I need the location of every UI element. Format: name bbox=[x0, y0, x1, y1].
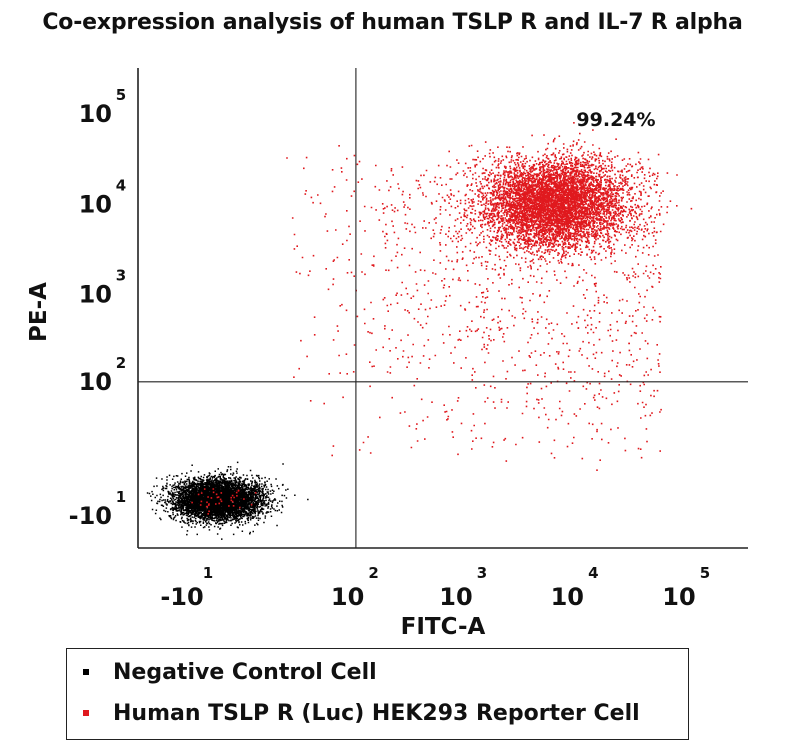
reporter-cell-low-events bbox=[191, 488, 257, 515]
y-tick-label: 10 bbox=[79, 368, 112, 396]
y-tick-exponent: 4 bbox=[116, 176, 126, 194]
y-axis-label: PE-A bbox=[26, 282, 52, 342]
y-tick-exponent: 2 bbox=[116, 354, 126, 372]
y-tick-exponent: 3 bbox=[116, 266, 126, 284]
y-tick-exponent: 5 bbox=[116, 86, 126, 104]
legend-label: Negative Control Cell bbox=[113, 659, 377, 685]
x-tick-exponent: 1 bbox=[203, 564, 213, 582]
y-tick-exponent: 1 bbox=[116, 488, 126, 506]
x-tick-exponent: 4 bbox=[588, 564, 598, 582]
reporter-cell-events bbox=[286, 122, 693, 471]
legend-swatch-black bbox=[83, 669, 89, 675]
series-negative-control bbox=[146, 461, 309, 540]
x-tick-label: 10 bbox=[331, 583, 364, 611]
x-tick-label: -10 bbox=[160, 583, 203, 611]
chart-title: Co-expression analysis of human TSLP R a… bbox=[42, 10, 743, 35]
quadrant-percentage: 99.24% bbox=[576, 109, 655, 131]
x-tick-label: 10 bbox=[439, 583, 472, 611]
legend-label: Human TSLP R (Luc) HEK293 Reporter Cell bbox=[113, 700, 640, 726]
legend-item-reporter-cell: Human TSLP R (Luc) HEK293 Reporter Cell bbox=[83, 698, 640, 728]
data-points bbox=[146, 122, 693, 540]
x-axis-label: FITC-A bbox=[401, 614, 486, 640]
x-tick-exponent: 3 bbox=[477, 564, 487, 582]
legend-swatch-red bbox=[83, 710, 89, 716]
x-tick-label: 10 bbox=[551, 583, 584, 611]
x-tick-exponent: 2 bbox=[368, 564, 378, 582]
y-tick-label: -10 bbox=[69, 502, 112, 530]
x-tick-label: 10 bbox=[662, 583, 695, 611]
negative-control-events bbox=[146, 461, 309, 540]
y-tick-label: 10 bbox=[79, 190, 112, 218]
y-tick-label: 10 bbox=[79, 280, 112, 308]
y-tick-label: 10 bbox=[79, 100, 112, 128]
legend-item-negative-control: Negative Control Cell bbox=[83, 657, 377, 687]
quadrant-gates bbox=[138, 68, 748, 548]
series-reporter-cell bbox=[286, 122, 693, 471]
axes bbox=[137, 68, 748, 549]
x-tick-exponent: 5 bbox=[700, 564, 710, 582]
legend: Negative Control Cell Human TSLP R (Luc)… bbox=[66, 648, 689, 740]
